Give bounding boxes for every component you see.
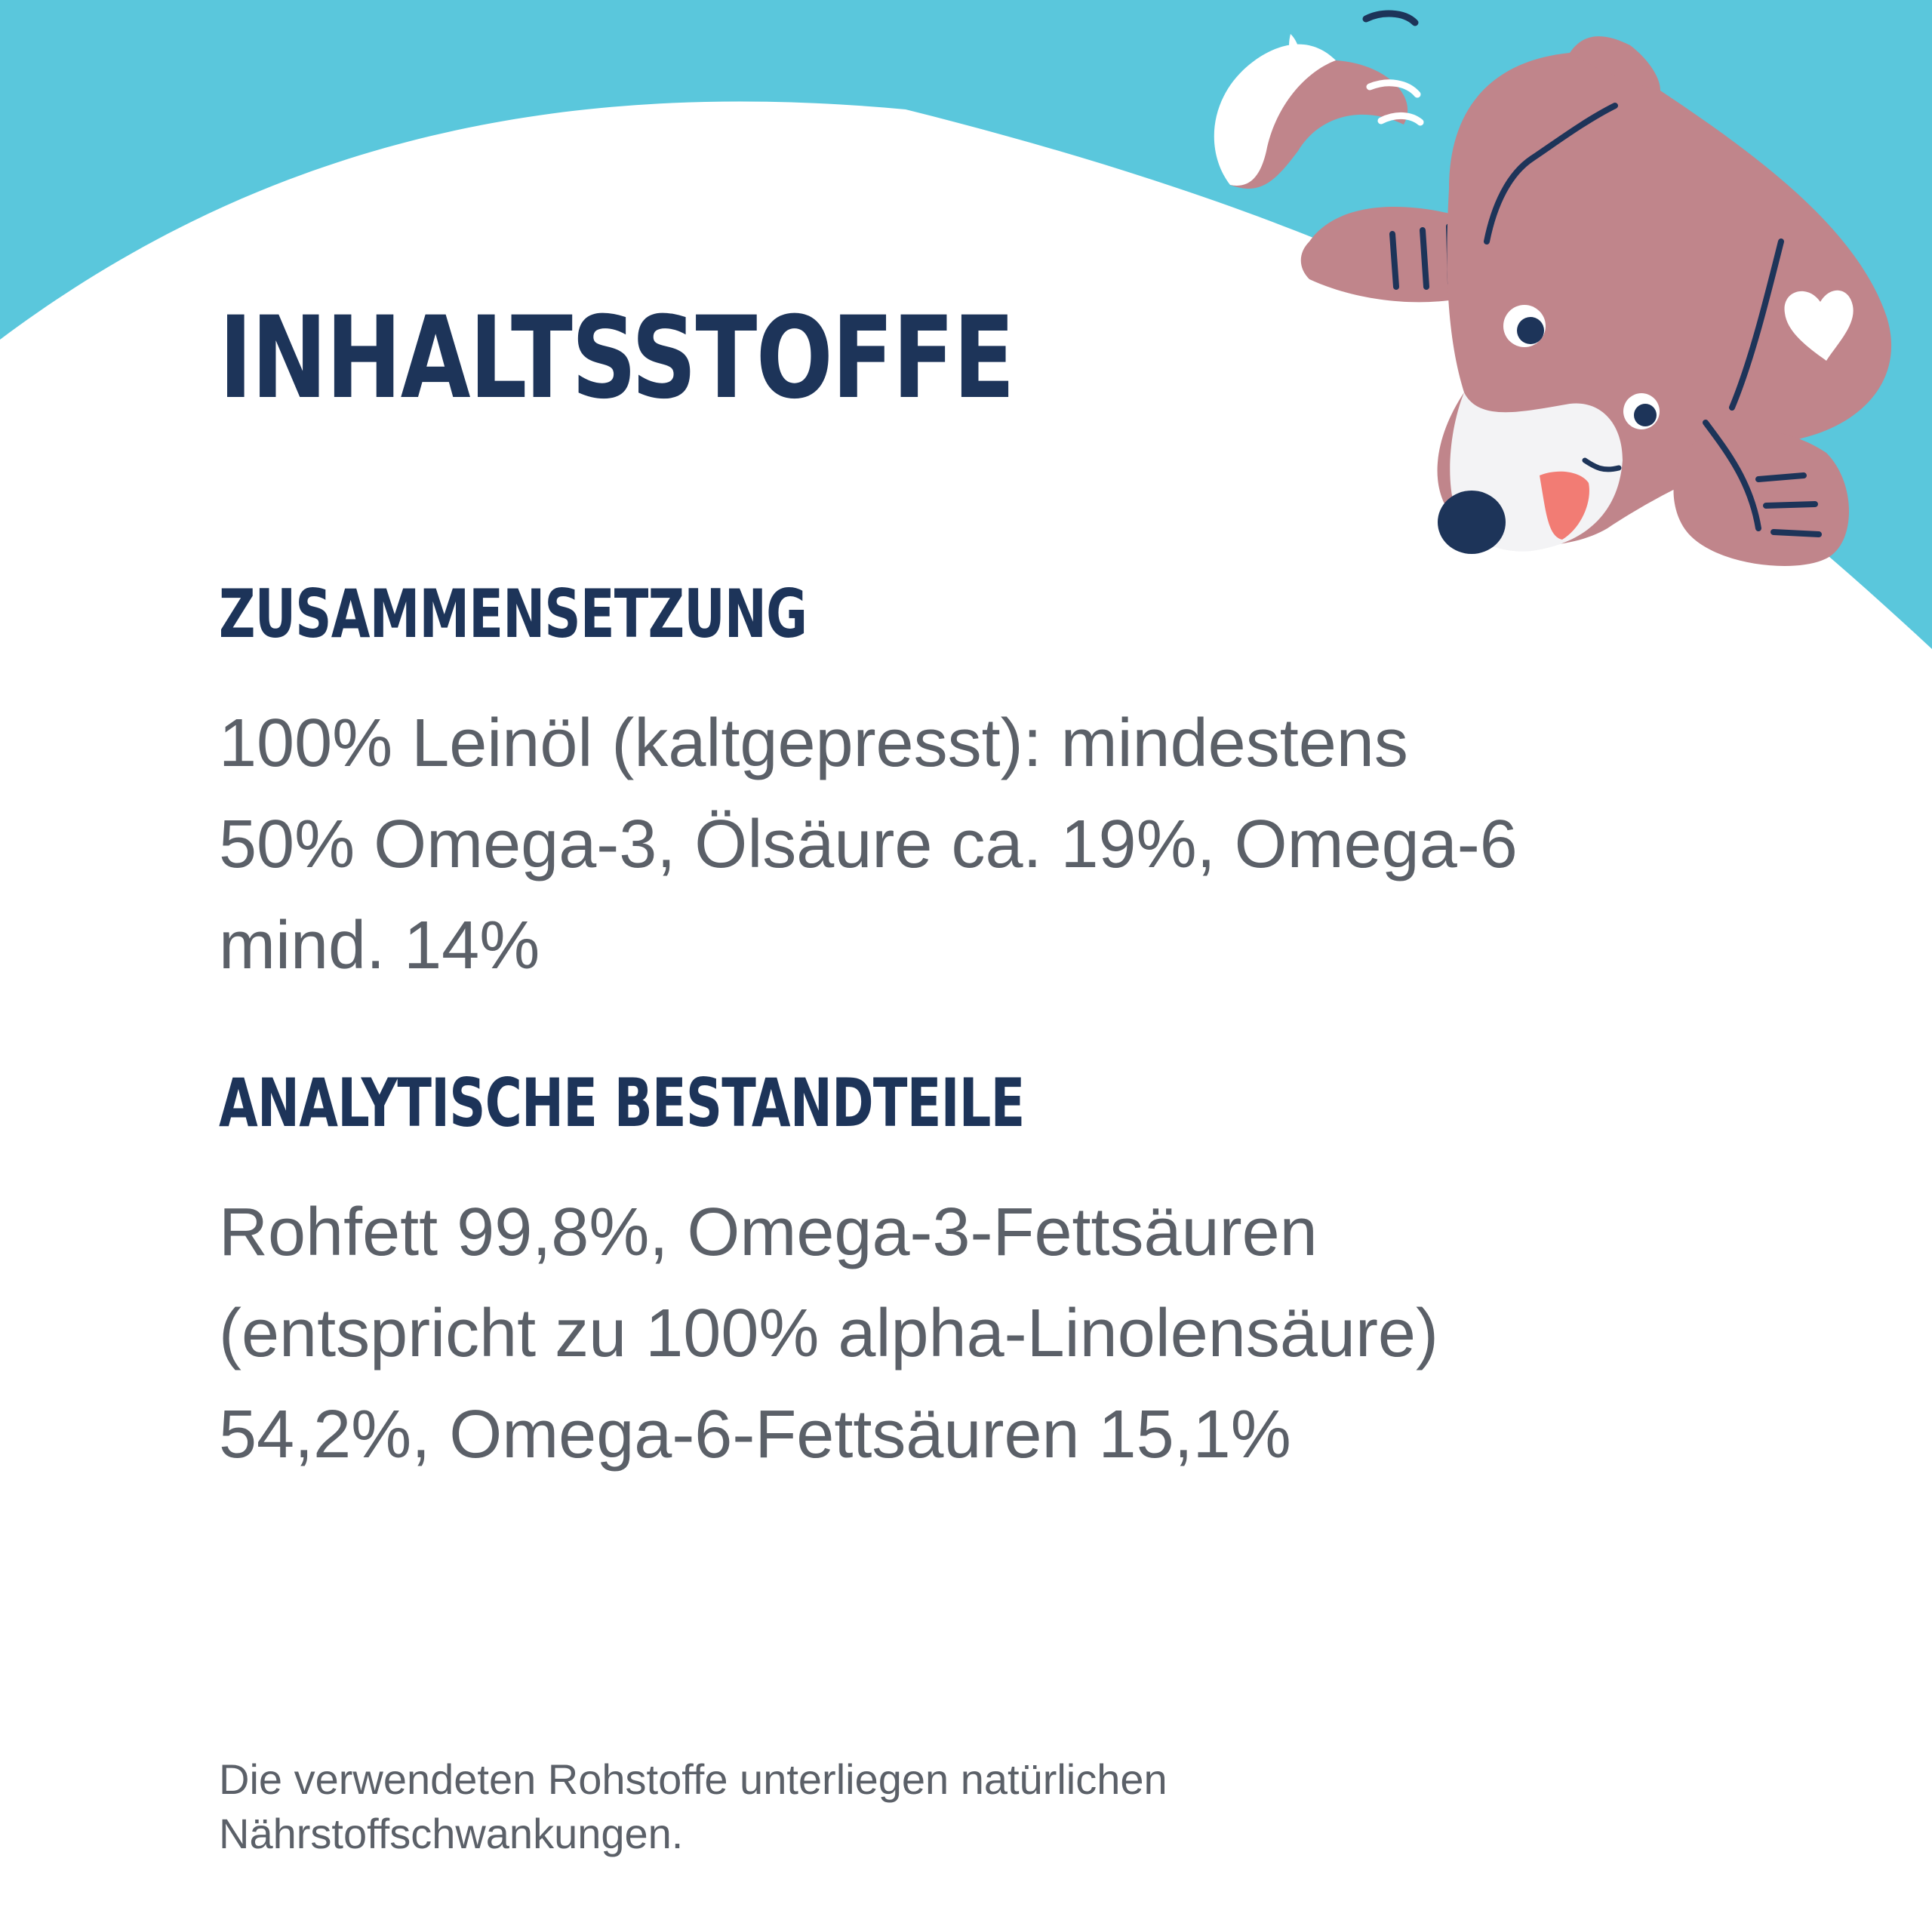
dog-tongue-icon [1540, 471, 1589, 540]
dog-right-paw-icon [1673, 429, 1849, 566]
page-title: INHALTSSTOFFE [219, 293, 1015, 424]
footnote: Die verwendeten Rohstoffe unterliegen na… [219, 1755, 1168, 1857]
composition-heading: ZUSAMMENSETZUNG [219, 575, 808, 653]
heart-spot-icon [1784, 290, 1854, 361]
sky-wave-shape [0, 0, 1932, 649]
dog-ear-icon [1570, 36, 1660, 91]
dog-tail-tip-icon [1214, 44, 1336, 186]
analytical-text: Rohfett 99,8%, Omega-3-Fettsäuren (entsp… [219, 1195, 1438, 1472]
dog-nose-icon [1438, 491, 1506, 554]
analytical-heading: ANALYTISCHE BESTANDTEILE [219, 1064, 1025, 1142]
motion-line-icon [1366, 79, 1421, 98]
motion-line-icon [1362, 10, 1419, 26]
composition-text: 100% Leinöl (kaltgepresst): mindestens 5… [219, 706, 1518, 983]
dog-illustration-icon [1214, 10, 1892, 566]
motion-line-icon [1377, 112, 1424, 126]
